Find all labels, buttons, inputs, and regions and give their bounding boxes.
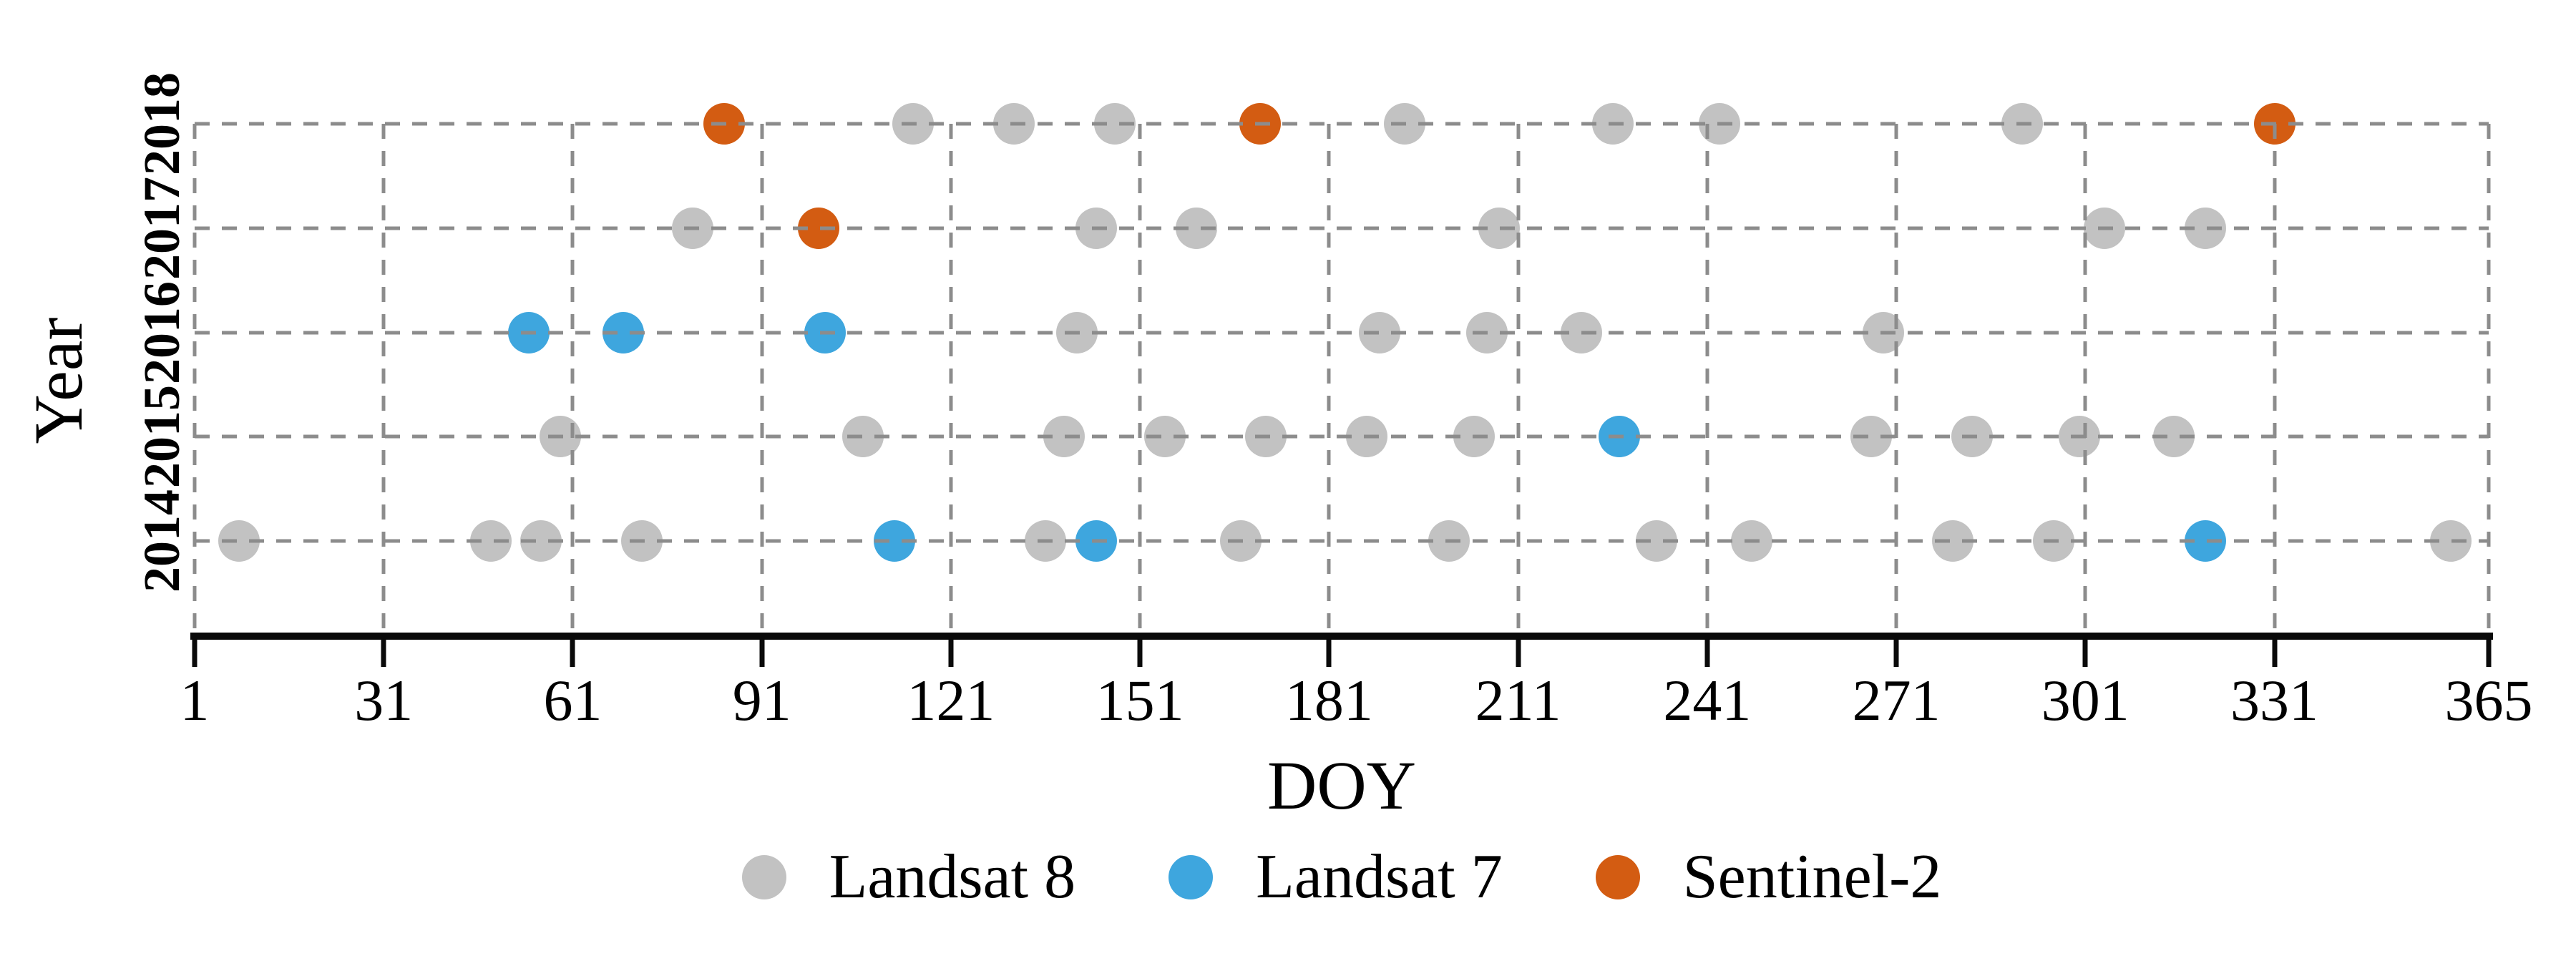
x-tick-61	[570, 640, 575, 667]
x-tick-241	[1704, 640, 1710, 667]
gridline-year-2015	[195, 434, 2489, 439]
gridline-doy-1	[192, 124, 197, 637]
y-tick-label-2018: 2018	[133, 72, 190, 175]
x-tick-label-151: 151	[1096, 668, 1184, 733]
x-tick-301	[2082, 640, 2088, 667]
legend: Landsat 8 Landsat 7 Sentinel-2	[195, 842, 2489, 912]
x-tick-181	[1326, 640, 1332, 667]
x-tick-label-31: 31	[354, 668, 414, 733]
x-tick-label-181: 181	[1284, 668, 1373, 733]
x-tick-label-301: 301	[2041, 668, 2129, 733]
legend-item-landsat-8: Landsat 8	[741, 842, 1076, 912]
x-tick-label-61: 61	[543, 668, 602, 733]
y-tick-label-2015: 2015	[133, 385, 190, 489]
legend-marker-circle	[1169, 855, 1214, 900]
x-axis-line	[190, 633, 2493, 640]
gridline-doy-151	[1138, 124, 1142, 637]
x-tick-1	[192, 640, 197, 667]
gridline-year-2018	[195, 122, 2489, 126]
x-tick-271	[1893, 640, 1899, 667]
y-tick-label-2014: 2014	[133, 489, 190, 592]
gridline-doy-331	[2273, 124, 2277, 637]
x-tick-label-211: 211	[1475, 668, 1561, 733]
gridline-doy-121	[949, 124, 953, 637]
gridline-doy-271	[1894, 124, 1898, 637]
gridline-doy-61	[570, 124, 575, 637]
gridline-doy-365	[2487, 124, 2491, 637]
gridline-doy-31	[381, 124, 386, 637]
gridline-doy-301	[2083, 124, 2087, 637]
legend-marker-circle	[1595, 855, 1640, 900]
gridline-doy-181	[1327, 124, 1331, 637]
legend-label: Landsat 8	[829, 842, 1076, 912]
gridline-year-2016	[195, 331, 2489, 334]
x-tick-91	[759, 640, 765, 667]
x-tick-label-91: 91	[732, 668, 791, 733]
legend-marker-circle	[741, 855, 786, 900]
x-tick-151	[1137, 640, 1143, 667]
x-tick-label-241: 241	[1663, 668, 1752, 733]
x-axis-title: DOY	[1267, 747, 1416, 824]
x-tick-label-365: 365	[2444, 668, 2533, 733]
y-tick-label-2017: 2017	[133, 176, 190, 280]
legend-item-landsat-7: Landsat 7	[1169, 842, 1503, 912]
x-tick-121	[948, 640, 954, 667]
gridline-doy-211	[1516, 124, 1521, 637]
x-tick-label-271: 271	[1852, 668, 1941, 733]
x-tick-365	[2486, 640, 2492, 667]
x-tick-label-1: 1	[180, 668, 210, 733]
x-tick-31	[381, 640, 386, 667]
gridline-year-2014	[195, 539, 2489, 543]
x-tick-211	[1516, 640, 1521, 667]
y-tick-label-2016: 2016	[133, 281, 190, 384]
legend-item-sentinel-2: Sentinel-2	[1595, 842, 1942, 912]
x-tick-331	[2272, 640, 2278, 667]
plot-area	[192, 103, 2491, 637]
legend-label: Landsat 7	[1256, 842, 1503, 912]
x-tick-label-331: 331	[2230, 668, 2319, 733]
y-axis-title: Year	[20, 317, 97, 444]
legend-label: Sentinel-2	[1682, 842, 1942, 912]
gridline-doy-241	[1705, 124, 1709, 637]
gridline-year-2017	[195, 226, 2489, 230]
gridline-doy-91	[760, 124, 764, 637]
x-tick-label-121: 121	[907, 668, 995, 733]
